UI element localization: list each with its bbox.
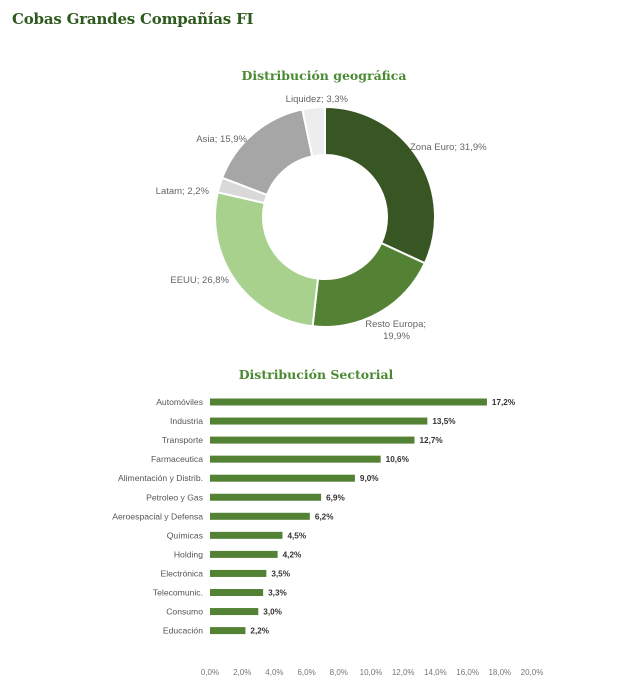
bar-category-educacion: Educación	[163, 626, 203, 636]
bar-category-holding: Holding	[174, 549, 203, 559]
x-tick-label: 18,0%	[488, 668, 511, 677]
bar-category-petroleo-y-gas: Petroleo y Gas	[146, 492, 203, 502]
x-tick-label: 16,0%	[456, 668, 479, 677]
sector-bar-chart: Automóviles 17,2% Industria 13,5% Transporte…	[112, 397, 543, 677]
donut-label-liquidez: Liquidez; 3,3%	[286, 94, 349, 105]
bar-telecomunic	[210, 589, 264, 596]
bar-category-transporte: Transporte	[162, 435, 203, 445]
bar-value-petroleo-y-gas: 6,9%	[326, 493, 345, 502]
bar-value-telecomunic: 3,3%	[268, 589, 287, 598]
x-tick-label: 20,0%	[521, 668, 544, 677]
sector-chart-title: Distribución Sectorial	[238, 367, 394, 382]
x-tick-label: 0,0%	[201, 668, 219, 677]
bar-automoviles	[210, 398, 487, 406]
donut-slice-asia	[220, 108, 314, 197]
bar-category-industria: Industria	[170, 416, 203, 426]
bar-category-automoviles: Automóviles	[156, 397, 203, 407]
bar-value-alimentacion-y-distrib: 9,0%	[360, 474, 379, 483]
bar-educacion	[210, 627, 246, 635]
bar-value-quimicas: 4,5%	[287, 531, 306, 540]
bar-value-electronica: 3,5%	[271, 569, 290, 578]
bar-value-farmaceutica: 10,6%	[386, 455, 410, 464]
bar-value-industria: 13,5%	[432, 417, 456, 426]
bar-category-aeroespacial-y-defensa: Aeroespacial y Defensa	[112, 511, 203, 521]
bar-category-farmaceutica: Farmaceutica	[151, 454, 203, 464]
bar-value-consumo: 3,0%	[263, 608, 282, 617]
donut-label-zona-euro: Zona Euro; 31,9%	[410, 142, 487, 153]
bar-value-holding: 4,2%	[283, 550, 302, 559]
x-tick-label: 8,0%	[330, 668, 348, 677]
bar-category-electronica: Electrónica	[160, 568, 203, 578]
donut-slice-resto-europa	[311, 241, 427, 328]
x-tick-label: 10,0%	[360, 668, 383, 677]
bar-category-telecomunic: Telecomunic.	[153, 588, 203, 598]
bar-transporte	[210, 436, 415, 444]
donut-slice-liquidez	[301, 105, 326, 158]
x-tick-label: 2,0%	[233, 668, 251, 677]
donut-slice-zona-euro	[324, 105, 436, 265]
bar-quimicas	[210, 531, 283, 539]
donut-slice-eeuu	[214, 191, 320, 328]
bar-category-consumo: Consumo	[166, 607, 203, 617]
donut-label-eeuu: EEUU; 26,8%	[170, 275, 229, 286]
donut-label-asia: Asia; 15,9%	[196, 134, 247, 145]
bar-value-aeroespacial-y-defensa: 6,2%	[315, 512, 334, 521]
donut-label-latam: Latam; 2,2%	[156, 186, 210, 197]
bar-alimentacion-y-distrib	[210, 474, 355, 482]
bar-value-educacion: 2,2%	[250, 627, 269, 636]
bar-industria	[210, 417, 428, 425]
x-tick-label: 14,0%	[424, 668, 447, 677]
bar-category-quimicas: Químicas	[167, 530, 203, 540]
bar-aeroespacial-y-defensa	[210, 512, 310, 520]
x-tick-label: 12,0%	[392, 668, 415, 677]
bar-value-automoviles: 17,2%	[492, 398, 516, 407]
x-tick-label: 6,0%	[297, 668, 315, 677]
bar-electronica	[210, 569, 267, 577]
bar-petroleo-y-gas	[210, 493, 322, 501]
bar-value-transporte: 12,7%	[419, 436, 443, 445]
geo-donut-chart: Zona Euro; 31,9% Resto Europa; 19,9% EEUU; …	[156, 94, 487, 342]
bar-farmaceutica	[210, 455, 381, 463]
donut-label-resto-europa: Resto Europa; 19,9%	[365, 319, 426, 342]
bar-holding	[210, 550, 278, 558]
x-tick-label: 4,0%	[265, 668, 283, 677]
bar-category-alimentacion-y-distrib: Alimentación y Distrib.	[118, 473, 203, 483]
page-title: Cobas Grandes Compañías FI	[12, 10, 254, 28]
geo-chart-title: Distribución geográfica	[241, 68, 407, 83]
bar-consumo	[210, 608, 259, 616]
